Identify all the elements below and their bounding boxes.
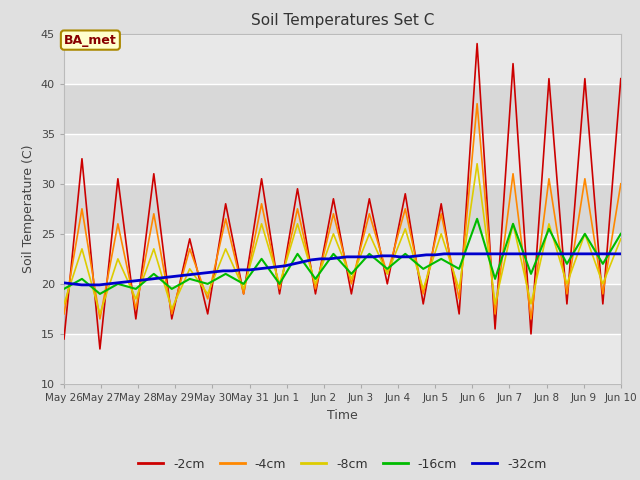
Title: Soil Temperatures Set C: Soil Temperatures Set C (251, 13, 434, 28)
Bar (64, 184, 621, 234)
Text: BA_met: BA_met (64, 34, 116, 47)
Y-axis label: Soil Temperature (C): Soil Temperature (C) (22, 144, 35, 273)
Bar (64, 334, 621, 384)
Bar (64, 134, 621, 184)
Bar (64, 34, 621, 84)
Bar (64, 284, 621, 334)
Bar (64, 234, 621, 284)
Legend: -2cm, -4cm, -8cm, -16cm, -32cm: -2cm, -4cm, -8cm, -16cm, -32cm (133, 453, 552, 476)
Bar (64, 84, 621, 134)
X-axis label: Time: Time (327, 408, 358, 421)
